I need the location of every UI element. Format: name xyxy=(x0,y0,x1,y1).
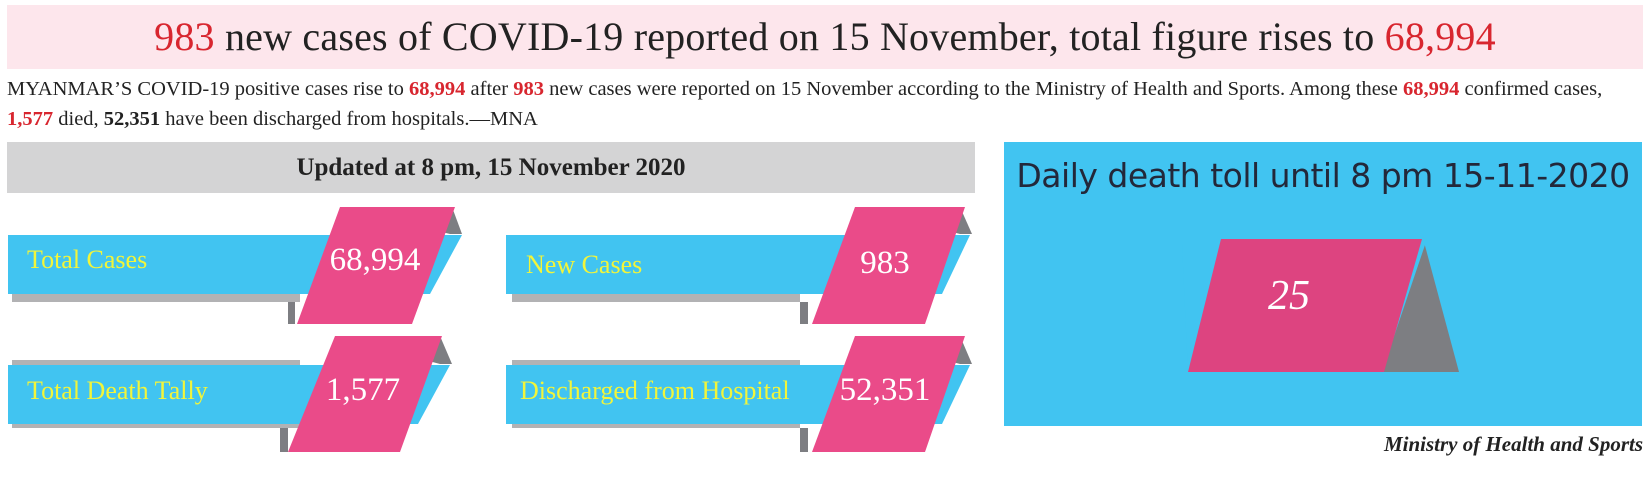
headline-text: new cases of COVID-19 reported on 15 Nov… xyxy=(214,14,1385,59)
total-deaths-value: 1,577 xyxy=(325,372,401,408)
source-credit: Ministry of Health and Sports xyxy=(1383,432,1643,456)
daily-death-graphic xyxy=(1182,239,1459,372)
daily-death-box xyxy=(1188,239,1422,372)
total-cases-value: 68,994 xyxy=(329,242,421,278)
stats-graphic xyxy=(8,207,972,452)
daily-death-shadow xyxy=(1382,242,1459,372)
lede-text-5: died, xyxy=(53,108,104,130)
daily-death-panel: Daily death toll until 8 pm 15-11-2020 2… xyxy=(1004,142,1642,426)
lede-text-2: after xyxy=(465,78,514,100)
daily-death-value: 25 xyxy=(1268,273,1310,319)
headline-total: 68,994 xyxy=(1384,14,1496,59)
discharged-label: Discharged from Hospital xyxy=(520,376,790,405)
headline-new-cases: 983 xyxy=(154,14,215,59)
new-cases-value: 983 xyxy=(860,245,910,281)
lede-text-4: confirmed cases, xyxy=(1459,78,1603,100)
stats-infographic: Total Cases 68,994 New Cases 983 Total D… xyxy=(0,200,1000,490)
discharged-value: 52,351 xyxy=(839,372,931,408)
lede-text-6: have been discharged from hospitals.—MNA xyxy=(160,108,538,130)
new-cases-card xyxy=(506,207,972,324)
lede-confirmed-cases: 68,994 xyxy=(1403,78,1460,100)
total-cases-label: Total Cases xyxy=(27,245,148,274)
lede-total-cases: 68,994 xyxy=(409,78,466,100)
lede-text-1: MYANMAR’S COVID-19 positive cases rise t… xyxy=(7,78,410,100)
total-cases-card xyxy=(8,207,462,324)
total-deaths-label: Total Death Tally xyxy=(27,376,208,405)
lede-deaths: 1,577 xyxy=(7,108,54,130)
lede-discharged: 52,351 xyxy=(103,108,161,130)
discharged-card xyxy=(506,336,972,452)
headline: 983 new cases of COVID-19 reported on 15… xyxy=(7,5,1643,69)
lede-paragraph: MYANMAR’S COVID-19 positive cases rise t… xyxy=(7,74,1647,134)
updated-banner: Updated at 8 pm, 15 November 2020 xyxy=(7,142,975,193)
lede-new-cases: 983 xyxy=(513,78,544,100)
lede-text-3: new cases were reported on 15 November a… xyxy=(543,78,1404,100)
total-deaths-card xyxy=(8,336,452,452)
new-cases-label: New Cases xyxy=(526,250,643,279)
daily-death-title: Daily death toll until 8 pm 15-11-2020 xyxy=(1016,156,1630,195)
